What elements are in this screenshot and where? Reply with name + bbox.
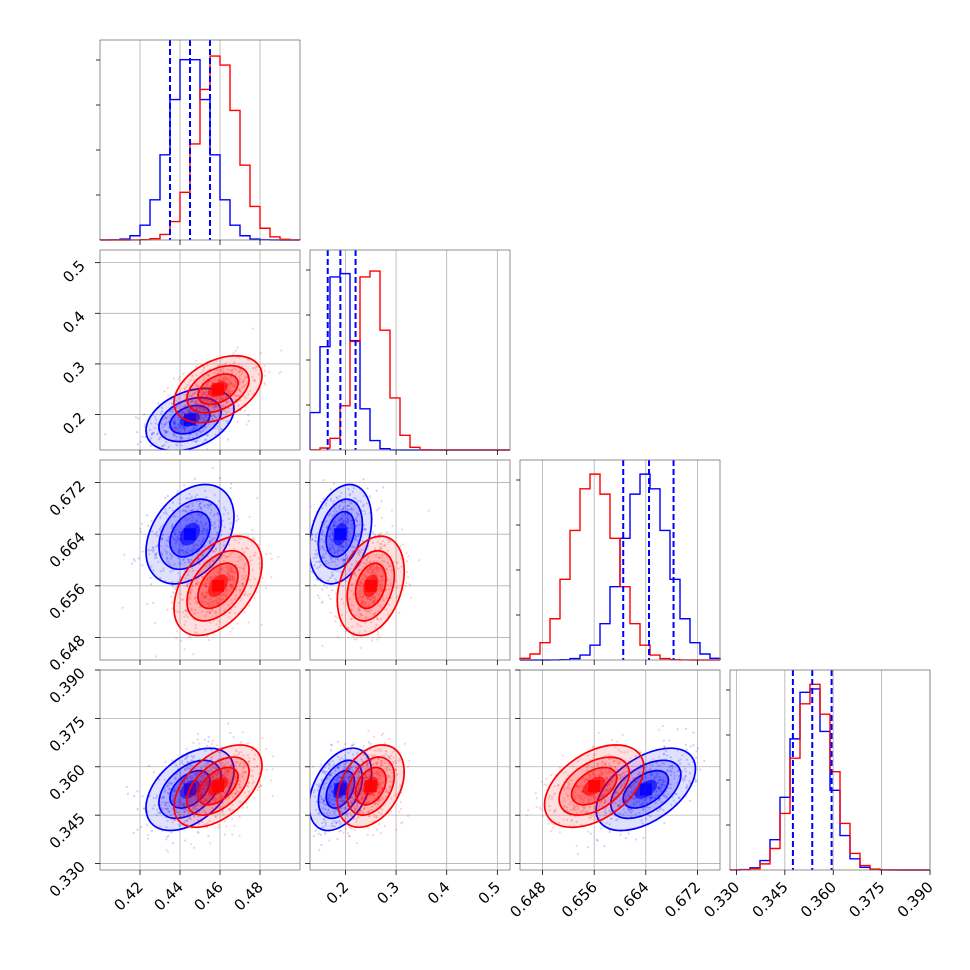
density-peak-series-1 xyxy=(364,579,377,592)
density-peak-series-0 xyxy=(184,528,196,541)
density-peak-series-1 xyxy=(212,579,224,592)
density-peak-series-1 xyxy=(588,780,601,793)
histogram-panel-3 xyxy=(726,669,931,871)
scatter-panel-2-1 xyxy=(309,459,511,661)
scatter-panel-3-2 xyxy=(519,669,721,871)
scatter-panel-1-0 xyxy=(99,249,301,451)
scatter-panel-3-1 xyxy=(309,669,511,871)
density-peak-series-1 xyxy=(212,383,224,396)
density-peak-series-1 xyxy=(212,780,224,793)
density-peak-series-1 xyxy=(364,780,377,793)
scatter-panel-3-0 xyxy=(99,669,301,871)
histogram-panel-2 xyxy=(516,459,721,661)
scatter-panel-2-0 xyxy=(99,459,301,661)
density-peak-series-0 xyxy=(334,528,347,541)
histogram-panel-1 xyxy=(306,249,511,451)
density-peak-series-0 xyxy=(639,783,652,796)
histogram-panel-0 xyxy=(96,39,301,241)
